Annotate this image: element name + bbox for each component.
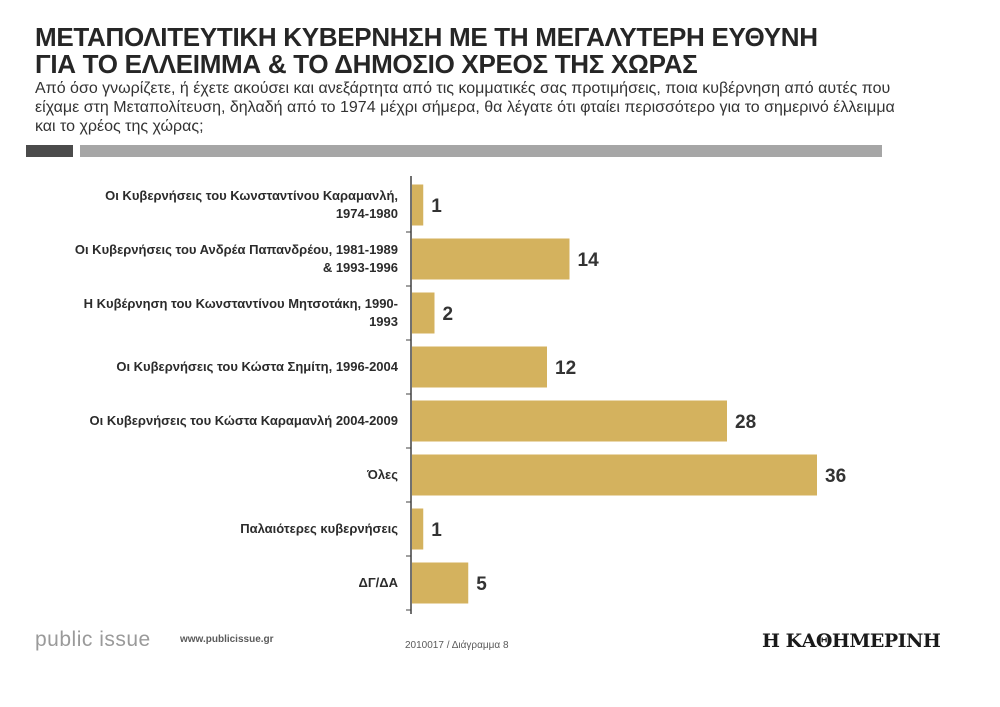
bar-6: [412, 508, 424, 550]
category-label-1: Οι Κυβερνήσεις του Ανδρέα Παπανδρέου, 19…: [75, 242, 398, 275]
bar-2: [412, 292, 435, 334]
category-label-line: Οι Κυβερνήσεις του Ανδρέα Παπανδρέου, 19…: [75, 242, 398, 257]
value-label-4: 28: [735, 412, 756, 433]
decorative-divider-dark: [26, 145, 73, 157]
category-label-line: Οι Κυβερνήσεις του Κώστα Καραμανλή 2004-…: [90, 413, 398, 428]
title-line-2: ΓΙΑ ΤΟ ΕΛΛΕΙΜΜΑ & ΤΟ ΔΗΜΟΣΙΟ ΧΡΕΟΣ ΤΗΣ Χ…: [35, 49, 698, 79]
chart-title: ΜΕΤΑΠΟΛΙΤΕΥΤΙΚΗ ΚΥΒΕΡΝΗΣΗ ΜΕ ΤΗ ΜΕΓΑΛΥΤΕ…: [35, 24, 935, 78]
bar-7: [412, 562, 469, 604]
website-link[interactable]: www.publicissue.gr: [180, 634, 274, 645]
category-label-2: Η Κυβέρνηση του Κωνσταντίνου Μητσοτάκη, …: [84, 296, 398, 329]
value-label-0: 1: [431, 196, 442, 217]
survey-question: Από όσο γνωρίζετε, ή έχετε ακούσει και α…: [35, 80, 895, 135]
category-label-line: Όλες: [366, 467, 398, 482]
value-label-3: 12: [555, 358, 576, 379]
bar-3: [412, 346, 547, 388]
category-label-line: 1993: [369, 314, 398, 329]
category-label-line: ΔΓ/ΔΑ: [358, 575, 398, 590]
decorative-divider-light: [80, 145, 882, 157]
value-label-6: 1: [431, 520, 442, 541]
value-label-2: 2: [443, 304, 454, 325]
category-label-line: Παλαιότερες κυβερνήσεις: [240, 521, 398, 536]
title-line-1: ΜΕΤΑΠΟΛΙΤΕΥΤΙΚΗ ΚΥΒΕΡΝΗΣΗ ΜΕ ΤΗ ΜΕΓΑΛΥΤΕ…: [35, 22, 818, 52]
newspaper-logo: Η ΚΑΘΗΜΕΡΙΝΗ: [762, 630, 941, 652]
value-label-5: 36: [825, 466, 846, 487]
category-label-3: Οι Κυβερνήσεις του Κώστα Σημίτη, 1996-20…: [116, 359, 398, 374]
bar-1: [412, 238, 570, 280]
chart-code: 2010017 / Διάγραμμα 8: [405, 640, 509, 651]
category-label-line: Οι Κυβερνήσεις του Κωνσταντίνου Καραμανλ…: [105, 188, 398, 203]
category-label-line: & 1993-1996: [323, 260, 398, 275]
bar-5: [412, 454, 817, 496]
category-label-line: Οι Κυβερνήσεις του Κώστα Σημίτη, 1996-20…: [116, 359, 398, 374]
brand-logo: public issue: [35, 628, 151, 651]
category-label-6: Παλαιότερες κυβερνήσεις: [240, 521, 398, 536]
value-label-1: 14: [578, 250, 600, 271]
category-label-line: Η Κυβέρνηση του Κωνσταντίνου Μητσοτάκη, …: [84, 296, 398, 311]
bar-4: [412, 400, 727, 442]
value-label-7: 5: [476, 574, 487, 595]
bar-0: [412, 184, 424, 226]
category-label-5: Όλες: [366, 467, 398, 482]
category-label-0: Οι Κυβερνήσεις του Κωνσταντίνου Καραμανλ…: [105, 188, 398, 221]
category-label-line: 1974-1980: [336, 206, 398, 221]
category-label-7: ΔΓ/ΔΑ: [358, 575, 398, 590]
category-label-4: Οι Κυβερνήσεις του Κώστα Καραμανλή 2004-…: [90, 413, 398, 428]
